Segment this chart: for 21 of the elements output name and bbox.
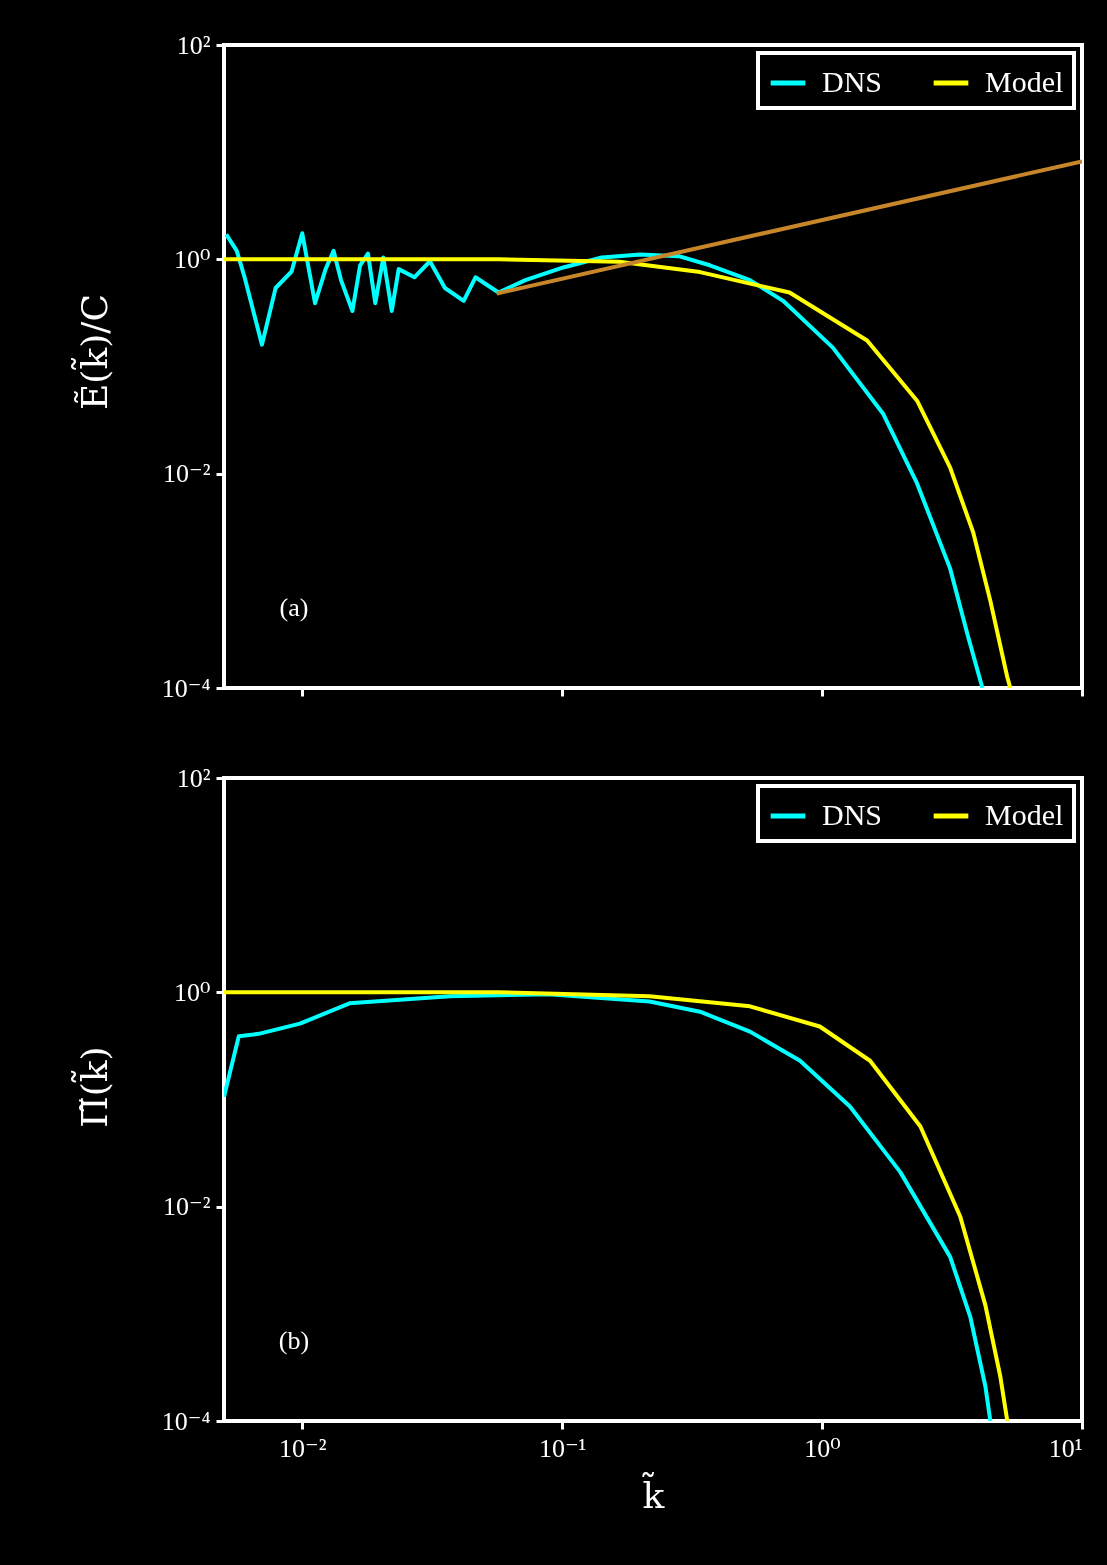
x-tick-label: 10⁻² xyxy=(278,1433,327,1463)
legend-label: Model xyxy=(985,798,1064,831)
y-axis-title: Ẽ(k̃)/C xyxy=(72,294,116,410)
x-tick-label: 10⁻¹ xyxy=(538,1433,587,1463)
y-tick-label: 10⁻² xyxy=(162,1192,211,1222)
y-tick-label: 10⁻⁴ xyxy=(161,673,211,703)
x-axis-title: k̃ xyxy=(642,1471,666,1516)
y-tick-label: 10⁻⁴ xyxy=(161,1406,211,1436)
legend-label: DNS xyxy=(822,65,883,98)
y-tick-label: 10² xyxy=(176,30,211,60)
y-tick-label: 10⁰ xyxy=(174,977,211,1007)
x-tick-label: 10⁰ xyxy=(804,1433,841,1463)
y-tick-label: 10⁻² xyxy=(162,459,211,489)
y-tick-label: 10⁰ xyxy=(174,244,211,274)
x-tick-label: 10¹ xyxy=(1048,1433,1083,1463)
y-axis-title: Π̃(k̃) xyxy=(72,1046,116,1128)
annotation: (a) xyxy=(279,593,309,622)
legend-label: DNS xyxy=(822,798,883,831)
legend-label: Model xyxy=(985,65,1064,98)
y-tick-label: 10² xyxy=(176,763,211,793)
annotation: (b) xyxy=(278,1326,310,1355)
